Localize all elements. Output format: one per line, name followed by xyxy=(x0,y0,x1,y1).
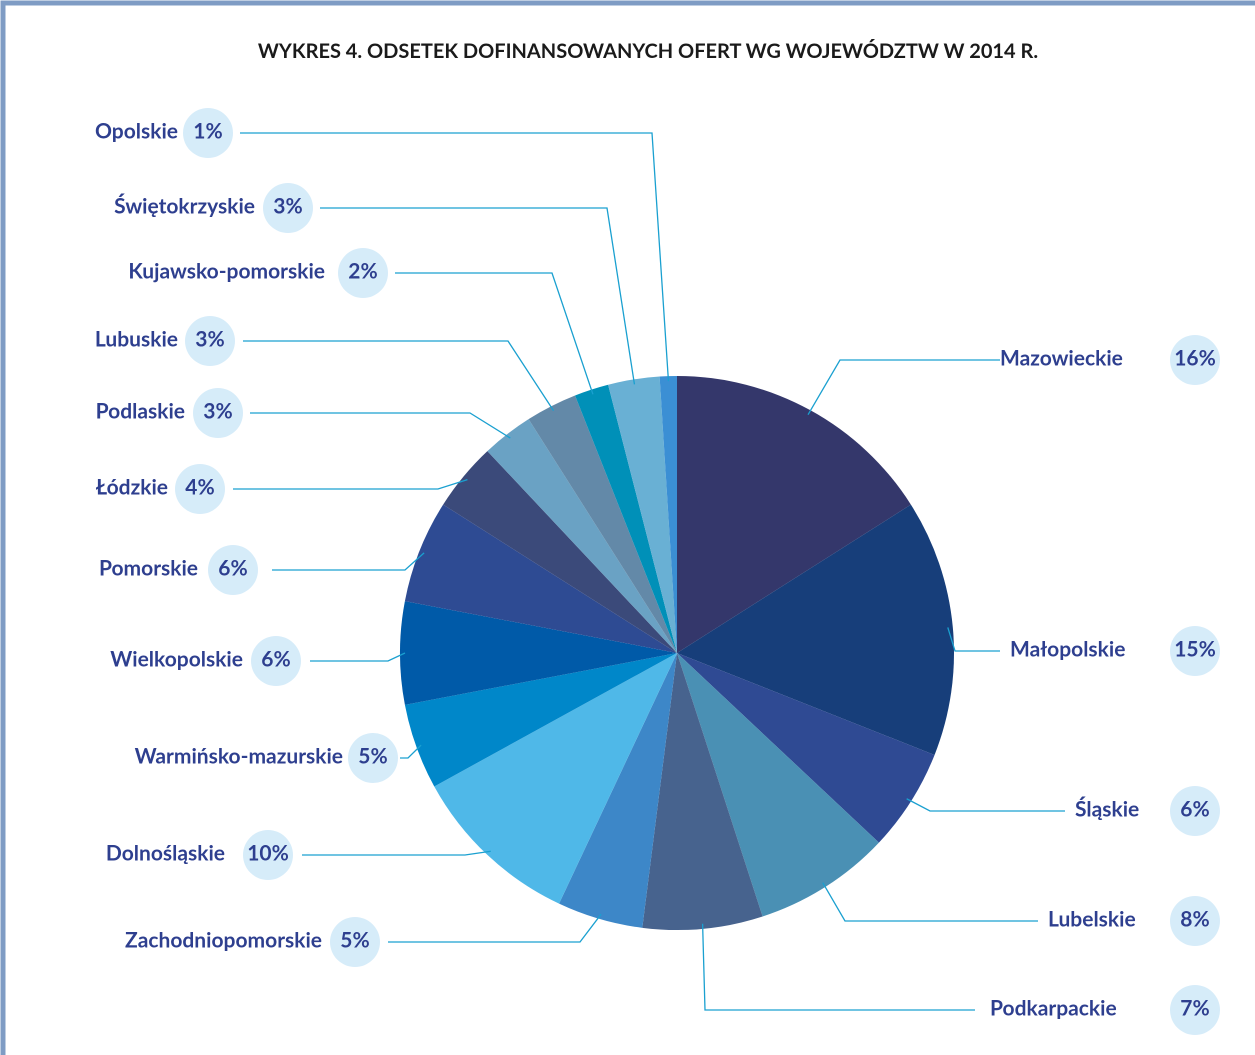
pie-slice xyxy=(575,384,677,653)
category-label: Pomorskie xyxy=(99,555,198,580)
leader-line xyxy=(395,272,594,395)
leader-line xyxy=(701,923,975,1011)
value-label: 4% xyxy=(185,474,214,499)
value-label: 15% xyxy=(1174,636,1216,661)
leader-line xyxy=(233,479,468,490)
value-label: 6% xyxy=(1180,796,1209,821)
pie-slice xyxy=(642,653,763,930)
pie-slice xyxy=(528,395,677,653)
category-label: Podkarpackie xyxy=(990,995,1117,1020)
value-badge xyxy=(1170,786,1220,836)
pie-slice xyxy=(434,653,677,904)
category-label: Podlaskie xyxy=(96,398,185,423)
value-badge xyxy=(263,183,313,233)
value-label: 7% xyxy=(1180,995,1209,1020)
category-label: Lubuskie xyxy=(95,326,178,351)
leader-line xyxy=(320,207,636,385)
value-label: 1% xyxy=(193,118,222,143)
leader-line xyxy=(807,359,1000,415)
category-label: Lubelskie xyxy=(1048,906,1136,931)
pie-slice xyxy=(443,451,677,653)
value-badge xyxy=(193,388,243,438)
value-badge xyxy=(1170,626,1220,676)
value-badge xyxy=(330,917,380,967)
value-label: 2% xyxy=(348,258,377,283)
pie-slice xyxy=(559,653,677,928)
category-label: Świętokrzyskie xyxy=(114,193,255,218)
value-badge xyxy=(338,248,388,298)
pie-slice xyxy=(487,419,677,653)
value-label: 3% xyxy=(195,326,224,351)
value-label: 5% xyxy=(358,743,387,768)
category-label: Kujawsko-pomorskie xyxy=(128,258,325,283)
value-label: 10% xyxy=(247,840,289,865)
pie-slice xyxy=(608,376,677,653)
leader-line xyxy=(302,850,491,856)
pie-slice xyxy=(677,653,935,843)
pie-slice xyxy=(400,601,677,705)
value-label: 16% xyxy=(1174,345,1216,370)
value-label: 3% xyxy=(203,398,232,423)
value-badge xyxy=(243,830,293,880)
leader-line xyxy=(947,627,1000,652)
value-label: 6% xyxy=(218,555,247,580)
value-badge xyxy=(1170,985,1220,1035)
pie-slice xyxy=(677,504,955,755)
leader-line xyxy=(240,132,670,382)
value-badge xyxy=(1170,335,1220,385)
value-badge xyxy=(348,733,398,783)
category-label: Dolnośląskie xyxy=(106,840,225,865)
leader-line xyxy=(822,882,1038,922)
value-badge xyxy=(1170,896,1220,946)
value-badge xyxy=(208,545,258,595)
category-label: Opolskie xyxy=(95,118,178,143)
pie-slice xyxy=(677,653,879,917)
value-label: 8% xyxy=(1180,906,1209,931)
category-label: Mazowieckie xyxy=(1000,345,1123,370)
chart-title: WYKRES 4. ODSETEK DOFINANSOWANYCH OFERT … xyxy=(258,38,1038,63)
value-badge xyxy=(185,316,235,366)
category-label: Zachodniopomorskie xyxy=(125,927,322,952)
value-label: 5% xyxy=(340,927,369,952)
value-label: 6% xyxy=(261,646,290,671)
value-badge xyxy=(183,108,233,158)
pie-slice xyxy=(677,376,911,653)
category-label: Łódzkie xyxy=(96,474,168,499)
value-badge xyxy=(175,464,225,514)
leader-line xyxy=(310,652,406,662)
value-badge xyxy=(251,636,301,686)
leader-line xyxy=(906,798,1065,812)
category-label: Śląskie xyxy=(1075,796,1139,821)
pie-slice xyxy=(404,653,677,787)
leader-line xyxy=(243,340,555,412)
value-label: 3% xyxy=(273,193,302,218)
category-label: Warmińsko-mazurskie xyxy=(135,743,343,768)
category-label: Wielkopolskie xyxy=(110,646,243,671)
leader-line xyxy=(400,744,422,759)
category-label: Małopolskie xyxy=(1010,636,1125,661)
leader-line xyxy=(272,552,425,571)
leader-line xyxy=(388,913,602,943)
pie-slice xyxy=(659,376,677,653)
pie-slice xyxy=(404,504,677,653)
leader-line xyxy=(250,412,511,439)
